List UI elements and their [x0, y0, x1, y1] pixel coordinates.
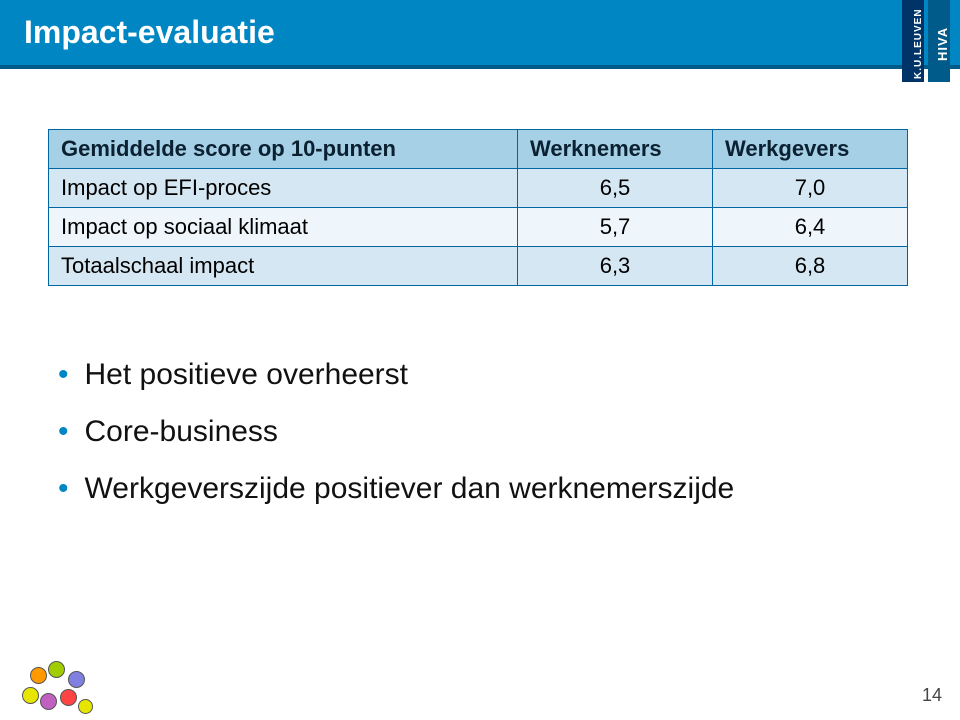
row-label: Impact op sociaal klimaat	[49, 208, 518, 247]
impact-table: Gemiddelde score op 10-punten Werknemers…	[48, 129, 908, 286]
title-bar: Impact-evaluatie	[0, 0, 960, 69]
bullet-text: Werkgeverszijde positiever dan werknemer…	[85, 460, 735, 517]
deco-ball-icon	[40, 693, 57, 710]
list-item: • Het positieve overheerst	[58, 346, 912, 403]
row-werkgevers: 6,4	[713, 208, 908, 247]
table-row: Totaalschaal impact 6,3 6,8	[49, 247, 908, 286]
row-werknemers: 5,7	[518, 208, 713, 247]
row-werkgevers: 6,8	[713, 247, 908, 286]
deco-ball-icon	[78, 699, 93, 714]
col-header-werkgevers: Werkgevers	[713, 130, 908, 169]
bullet-text: Het positieve overheerst	[85, 346, 409, 403]
row-label: Impact op EFI-proces	[49, 169, 518, 208]
row-werknemers: 6,3	[518, 247, 713, 286]
bullet-list: • Het positieve overheerst • Core-busine…	[48, 346, 912, 517]
deco-ball-icon	[22, 687, 39, 704]
row-label: Totaalschaal impact	[49, 247, 518, 286]
table-header-row: Gemiddelde score op 10-punten Werknemers…	[49, 130, 908, 169]
page-number: 14	[922, 685, 942, 706]
kuleuven-logo: K.U.LEUVEN	[902, 0, 924, 82]
deco-ball-icon	[30, 667, 47, 684]
slide-title: Impact-evaluatie	[24, 14, 960, 51]
deco-ball-icon	[48, 661, 65, 678]
content-area: Gemiddelde score op 10-punten Werknemers…	[0, 69, 960, 517]
bullet-text: Core-business	[85, 403, 278, 460]
table-row: Impact op sociaal klimaat 5,7 6,4	[49, 208, 908, 247]
logo-block: K.U.LEUVEN HIVA	[902, 0, 950, 82]
table-row: Impact op EFI-proces 6,5 7,0	[49, 169, 908, 208]
footer-decoration-icon	[20, 659, 100, 714]
list-item: • Werkgeverszijde positiever dan werknem…	[58, 460, 912, 517]
list-item: • Core-business	[58, 403, 912, 460]
row-werkgevers: 7,0	[713, 169, 908, 208]
hiva-logo: HIVA	[928, 0, 950, 82]
col-header-werknemers: Werknemers	[518, 130, 713, 169]
deco-ball-icon	[60, 689, 77, 706]
col-header-label: Gemiddelde score op 10-punten	[49, 130, 518, 169]
row-werknemers: 6,5	[518, 169, 713, 208]
bullet-icon: •	[58, 460, 69, 517]
bullet-icon: •	[58, 346, 69, 403]
deco-ball-icon	[68, 671, 85, 688]
bullet-icon: •	[58, 403, 69, 460]
